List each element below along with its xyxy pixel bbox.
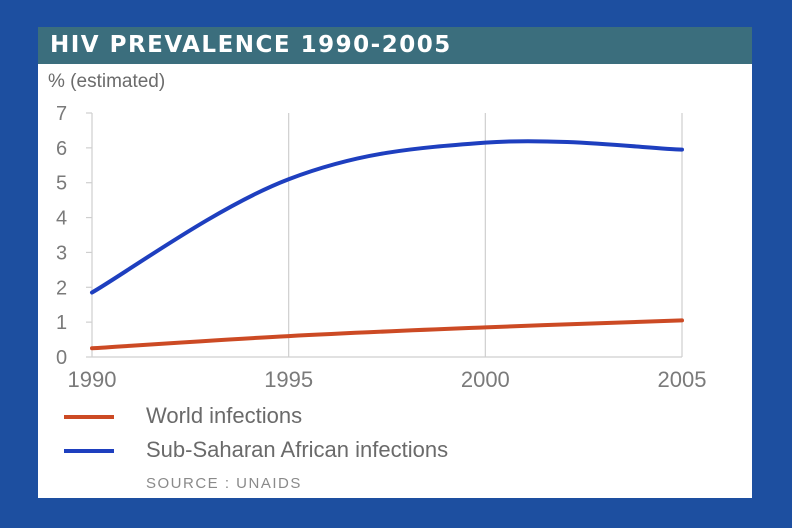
x-tick-label-2005: 2005 [658, 367, 707, 392]
y-axis-label: % (estimated) [48, 71, 166, 92]
y-tick-label-7: 7 [56, 103, 67, 125]
y-tick-label-4: 4 [56, 208, 67, 230]
series-lines [90, 139, 684, 351]
chart-panel: HIV PREVALENCE 1990-2005 % (estimated) 0… [38, 27, 752, 498]
y-tick-label-1: 1 [56, 312, 67, 334]
legend-swatch-africa [64, 449, 114, 453]
y-tick-label-0: 0 [56, 347, 67, 369]
x-tick-labels: 1990 1995 2000 2005 [68, 367, 707, 392]
legend-label-world: World infections [146, 403, 303, 428]
series-line-africa [90, 139, 684, 295]
line-chart: 0 1 2 3 4 5 6 7 1990 1995 2000 2005 [56, 103, 707, 392]
x-tick-label-1990: 1990 [68, 367, 117, 392]
legend-label-africa: Sub-Saharan African infections [146, 437, 449, 462]
chart-header: HIV PREVALENCE 1990-2005 [38, 27, 752, 64]
grid-lines [91, 113, 683, 358]
x-tick-label-1995: 1995 [264, 367, 313, 392]
y-tick-label-3: 3 [56, 242, 67, 264]
chart-title: HIV PREVALENCE 1990-2005 [50, 32, 452, 58]
series-line-world [90, 318, 684, 351]
source-note: SOURCE : UNAIDS [146, 475, 302, 492]
x-tick-label-2000: 2000 [461, 367, 510, 392]
y-tick-label-2: 2 [56, 277, 67, 299]
y-tick-label-6: 6 [56, 138, 67, 160]
y-tick-labels: 0 1 2 3 4 5 6 7 [56, 103, 92, 369]
legend-swatch-world [64, 415, 114, 419]
y-tick-label-5: 5 [56, 173, 67, 195]
